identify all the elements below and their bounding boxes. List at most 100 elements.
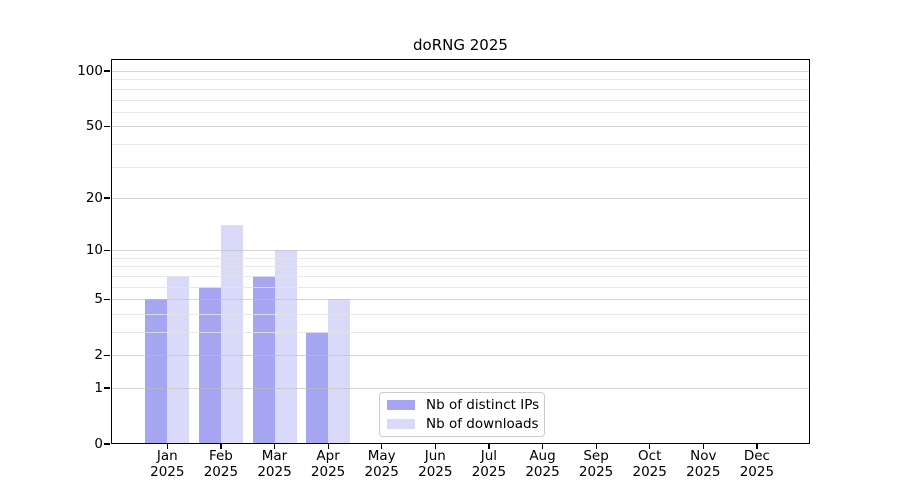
x-tick-year: 2025 <box>578 463 614 480</box>
x-tick-month: Feb <box>208 448 233 464</box>
x-tick-year: 2025 <box>418 463 453 480</box>
x-tick-label-nov: Nov 2025 <box>660 448 746 480</box>
x-tick <box>273 444 276 449</box>
y-tick-label: 100 <box>77 63 103 79</box>
gridline-major <box>111 250 810 252</box>
x-tick-year: 2025 <box>364 463 399 480</box>
gridline-major <box>111 388 810 390</box>
y-tick <box>104 443 110 445</box>
y-tick-label: 0 <box>94 436 103 452</box>
gridline-minor <box>111 88 810 90</box>
x-tick-year: 2025 <box>686 463 721 480</box>
x-tick <box>702 444 704 449</box>
x-tick <box>595 444 597 449</box>
gridline-minor <box>111 79 810 81</box>
gridline-major <box>111 299 810 301</box>
x-tick-year: 2025 <box>525 463 560 480</box>
x-tick-year: 2025 <box>257 463 292 480</box>
gridline-minor <box>111 99 810 101</box>
chart-title: doRNG 2025 <box>413 36 508 54</box>
gridline-major <box>111 71 810 73</box>
y-tick-label: 2 <box>94 347 103 364</box>
x-tick <box>434 444 436 449</box>
x-tick-month: Jun <box>424 448 446 464</box>
x-tick <box>541 444 544 449</box>
legend: Nb of distinct IPs Nb of downloads <box>379 392 545 437</box>
y-tick-label: 5 <box>94 291 103 308</box>
legend-swatch-distinct-ips <box>387 400 415 410</box>
x-tick-year: 2025 <box>471 463 507 480</box>
x-tick-label-may: May 2025 <box>339 448 425 480</box>
gridline-minor <box>111 111 810 113</box>
y-tick <box>104 125 110 127</box>
legend-label-distinct-ips: Nb of distinct IPs <box>426 397 540 413</box>
x-tick-year: 2025 <box>310 463 346 480</box>
gridline-minor <box>111 275 810 277</box>
x-tick <box>327 444 329 449</box>
gridline-major <box>111 197 810 200</box>
x-tick-year: 2025 <box>739 463 775 480</box>
legend-item-distinct-ips: Nb of distinct IPs <box>387 397 544 413</box>
x-tick <box>220 444 222 449</box>
x-tick-label-feb: Feb 2025 <box>178 448 264 480</box>
bar-nb-of-downloads-mar <box>274 250 297 444</box>
bar-nb-of-distinct-ips-feb <box>198 286 221 444</box>
x-tick-year: 2025 <box>150 463 185 480</box>
x-tick <box>649 444 651 449</box>
x-tick-month: Aug <box>529 448 556 464</box>
gridline-minor <box>111 266 810 268</box>
x-tick-month: Mar <box>261 448 288 464</box>
x-tick-month: May <box>367 448 396 464</box>
gridline-minor <box>111 313 810 315</box>
bar-nb-of-downloads-feb <box>220 225 243 444</box>
x-tick <box>756 444 758 449</box>
bar-nb-of-distinct-ips-jan <box>145 299 168 444</box>
x-tick-label-dec: Dec 2025 <box>714 448 800 480</box>
y-tick-label: 50 <box>85 118 103 135</box>
x-tick-label-sep: Sep 2025 <box>553 448 639 480</box>
x-tick-label-apr: Apr 2025 <box>285 448 371 480</box>
legend-swatch-downloads <box>387 419 415 429</box>
x-tick <box>381 444 383 449</box>
x-tick-label-aug: Aug 2025 <box>500 448 586 480</box>
x-tick-month: Nov <box>690 448 717 464</box>
x-tick-month: Oct <box>638 448 662 464</box>
gridline-minor <box>111 286 810 288</box>
x-tick <box>488 444 490 449</box>
x-tick-month: Jul <box>480 448 498 464</box>
y-tick-label: 10 <box>85 242 103 259</box>
x-tick-month: Sep <box>583 448 609 464</box>
x-tick-label-oct: Oct 2025 <box>607 448 693 480</box>
legend-item-downloads: Nb of downloads <box>387 416 544 432</box>
legend-label-downloads: Nb of downloads <box>426 416 539 432</box>
y-tick-label: 20 <box>85 189 103 206</box>
bar-nb-of-downloads-jan <box>167 275 190 444</box>
x-tick <box>166 444 168 449</box>
x-tick-year: 2025 <box>203 463 239 480</box>
x-tick-month: Jan <box>156 448 178 464</box>
bar-nb-of-downloads-apr <box>328 299 351 444</box>
y-tick <box>104 298 110 300</box>
y-tick <box>104 249 110 251</box>
x-tick-label-jul: Jul 2025 <box>446 448 532 480</box>
y-tick <box>104 197 110 199</box>
x-tick-month: Apr <box>316 448 340 464</box>
gridline-minor <box>111 257 810 259</box>
gridline-major <box>111 126 810 128</box>
y-tick <box>104 70 110 72</box>
gridline-minor <box>111 143 810 145</box>
gridline-major <box>111 355 810 357</box>
y-tick-label: 1 <box>94 380 103 396</box>
bar-nb-of-distinct-ips-mar <box>252 275 275 444</box>
gridline-minor <box>111 166 810 168</box>
x-tick-month: Dec <box>743 448 770 464</box>
y-tick <box>104 387 110 389</box>
plot-area <box>111 59 810 444</box>
x-tick-label-jan: Jan 2025 <box>124 448 210 480</box>
x-tick-label-jun: Jun 2025 <box>392 448 478 480</box>
x-tick-label-mar: Mar 2025 <box>232 448 318 480</box>
gridline-minor <box>111 332 810 333</box>
x-tick-year: 2025 <box>632 463 667 480</box>
y-tick <box>104 354 110 356</box>
